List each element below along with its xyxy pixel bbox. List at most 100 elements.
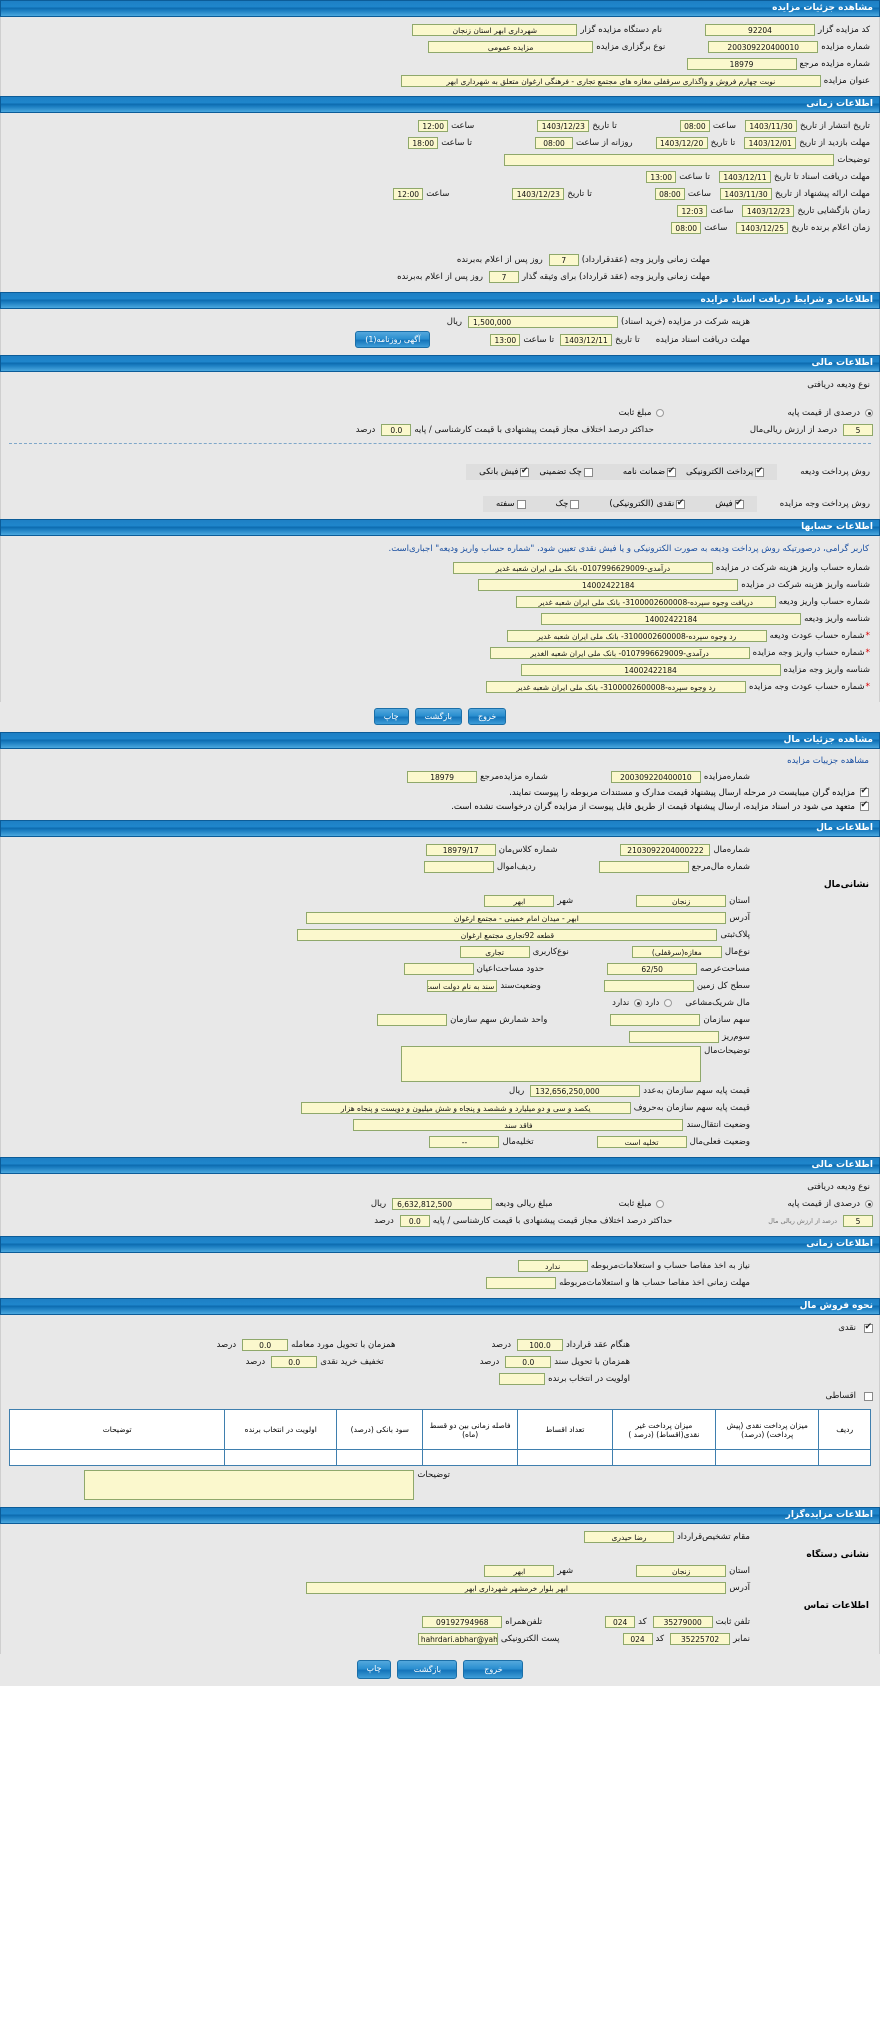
field-sale-desc[interactable]: [84, 1470, 415, 1500]
field-auctioneer-city[interactable]: ابهر: [484, 1565, 555, 1577]
field-time-desc[interactable]: [504, 154, 835, 166]
field-pay-deadline2-days[interactable]: 7: [488, 271, 519, 283]
field-building-area[interactable]: [403, 963, 474, 975]
field-daily-to[interactable]: 18:00: [408, 137, 439, 149]
field-doc-status[interactable]: سند به نام دولت است: [427, 980, 498, 992]
radio-joint-hasnot[interactable]: [634, 999, 643, 1007]
td-bank-interest[interactable]: [336, 1449, 424, 1466]
field-max-diff-2[interactable]: 0.0: [399, 1215, 430, 1227]
field-docs-deadline-date[interactable]: 1403/12/11: [560, 333, 613, 346]
field-property-desc[interactable]: [401, 1046, 702, 1082]
field-auction-org[interactable]: شهرداری ابهر استان زنجان: [412, 24, 578, 36]
field-fax[interactable]: 35225702: [670, 1633, 731, 1645]
checkbox-item-cash-electronic[interactable]: نقدی (الکترونیکی): [609, 498, 686, 509]
field-visit-date[interactable]: 1403/12/01: [744, 137, 797, 149]
checkbox-item-cheque[interactable]: چک: [556, 499, 580, 509]
field-auction-title[interactable]: نوبت چهارم فروش و واگذاری سرقفلی مغازه ه…: [400, 75, 821, 87]
checkbox-item-certified-cheque[interactable]: چک تضمینی: [539, 467, 593, 477]
checkbox-promissory-note[interactable]: [516, 499, 526, 509]
field-percent-value[interactable]: 5: [843, 424, 873, 436]
field-current-status[interactable]: تخلیه است: [596, 1136, 687, 1148]
field-fax-code[interactable]: 024: [622, 1633, 653, 1645]
field-phone[interactable]: 35279000: [652, 1616, 713, 1628]
field-submit-to-hour[interactable]: 12:00: [393, 188, 424, 200]
field-opening-hour[interactable]: 12:03: [677, 205, 708, 217]
checkbox-electronic-payment[interactable]: [755, 466, 765, 477]
checkbox-item-guarantee-letter[interactable]: ضمانت نامه: [623, 466, 677, 477]
td-winner-priority[interactable]: [224, 1449, 338, 1466]
checkbox-cheque[interactable]: [570, 499, 580, 509]
field-base-price-words[interactable]: یکصد و سی و دو میلیارد و ششصد و پنجاه و …: [300, 1102, 631, 1114]
field-daily-from[interactable]: 08:00: [535, 137, 574, 149]
field-receive-docs-hour[interactable]: 13:00: [646, 171, 677, 183]
field-percent-value-2[interactable]: 5: [843, 1215, 873, 1227]
field-auction-ref[interactable]: 18979: [686, 58, 797, 70]
field-publish-to-hour[interactable]: 12:00: [418, 120, 449, 132]
exit-button-top[interactable]: خروج: [467, 708, 507, 725]
field-account-deposit[interactable]: دریافت وجوه سپرده-3100002600008- بانک مل…: [515, 596, 776, 608]
checkbox-item-promissory-note[interactable]: سفته: [496, 499, 526, 509]
field-winner-hour[interactable]: 08:00: [671, 222, 702, 234]
field-class-no[interactable]: 18979/17: [425, 844, 496, 856]
field-publish-to-date[interactable]: 1403/12/23: [537, 120, 590, 132]
checkbox-bank-receipt[interactable]: [520, 466, 530, 477]
td-description[interactable]: [8, 1449, 226, 1466]
td-installment-count[interactable]: [517, 1449, 613, 1466]
field-cash-discount[interactable]: 0.0: [271, 1356, 318, 1368]
radio-fixed-amount[interactable]: [656, 409, 665, 417]
td-cash-percent[interactable]: [715, 1449, 820, 1466]
field-receive-docs-date[interactable]: 1403/12/11: [719, 171, 771, 183]
field-doc-delivery[interactable]: 0.0: [505, 1356, 552, 1368]
td-row-no[interactable]: [818, 1449, 871, 1466]
radio-percent-of-base-2[interactable]: [865, 1200, 873, 1208]
field-property-address[interactable]: ابهر - میدان امام خمینی - مجتمع ارغوان: [306, 912, 727, 924]
checkbox-installment-sale[interactable]: [864, 1391, 873, 1401]
field-account-auction-payment-id[interactable]: 14002422184: [520, 664, 781, 676]
field-property-auction-no[interactable]: 200309220400010: [610, 771, 701, 783]
field-property-province[interactable]: زنجان: [636, 895, 727, 907]
field-clearance-need[interactable]: ندارد: [517, 1260, 588, 1272]
field-hold-type[interactable]: مزایده عمومی: [428, 41, 594, 53]
checkbox-item-electronic-payment[interactable]: پرداخت الکترونیکی: [686, 466, 765, 477]
field-mobile[interactable]: 09192794968: [422, 1616, 503, 1628]
field-visit-to-date[interactable]: 1403/12/20: [655, 137, 708, 149]
print-button-top[interactable]: چاپ: [373, 708, 409, 725]
field-auction-number[interactable]: 200309220400010: [708, 41, 819, 53]
field-winner-date[interactable]: 1403/12/25: [736, 222, 789, 234]
field-property-area[interactable]: 62/50: [607, 963, 698, 975]
field-publish-date[interactable]: 1403/11/30: [745, 120, 798, 132]
field-auctioneer-address[interactable]: ابهر بلوار خرمشهر شهرداری ابهر: [306, 1582, 727, 1594]
newspaper-ad-button[interactable]: آگهی روزنامه(1): [355, 331, 431, 348]
field-property-type[interactable]: مغازه(سرقفلی): [631, 946, 722, 958]
field-pay-deadline-days[interactable]: 7: [548, 254, 579, 266]
field-org-share[interactable]: [610, 1014, 701, 1026]
checkbox-cash-electronic[interactable]: [676, 498, 686, 509]
field-transfer-status[interactable]: فاقد سند: [353, 1119, 684, 1131]
field-property-no[interactable]: 2103092204000222: [620, 844, 711, 856]
field-property-ref-no[interactable]: 18979: [407, 771, 478, 783]
field-auctioneer-province[interactable]: زنجان: [636, 1565, 727, 1577]
field-third-party[interactable]: [629, 1031, 720, 1043]
field-evacuation[interactable]: --: [429, 1136, 500, 1148]
field-account-fee-id[interactable]: 14002422184: [478, 579, 739, 591]
field-deposit-amount[interactable]: 6,632,812,500: [392, 1198, 493, 1210]
checkbox-item-receipt[interactable]: فیش: [715, 498, 744, 509]
field-contract-percent[interactable]: 100.0: [517, 1339, 564, 1351]
field-auction-code[interactable]: 92204: [704, 24, 815, 36]
field-clearance-deadline[interactable]: [486, 1277, 557, 1289]
field-account-deposit-id[interactable]: 14002422184: [541, 613, 802, 625]
field-submit-to-date[interactable]: 1403/12/23: [512, 188, 565, 200]
field-simultaneous[interactable]: 0.0: [242, 1339, 289, 1351]
field-account-deposit-return[interactable]: رد وجوه سپرده-3100002600008- بانک ملی ای…: [506, 630, 767, 642]
field-email[interactable]: hahrdari.abhar@yahoo.com: [417, 1633, 498, 1645]
field-base-price[interactable]: 132,656,250,000: [530, 1085, 641, 1097]
field-account-auction-payment[interactable]: درآمدی-0107996629009- بانک ملی ایران شعب…: [489, 647, 750, 659]
print-button-bottom[interactable]: چاپ: [356, 1660, 392, 1679]
radio-percent-of-base[interactable]: [865, 409, 873, 417]
field-opening-date[interactable]: 1403/12/23: [742, 205, 795, 217]
field-property-city[interactable]: ابهر: [484, 895, 555, 907]
radio-joint-has[interactable]: [664, 999, 673, 1007]
field-account-auction-return[interactable]: رد وجوه سپرده-3100002600008- بانک ملی ای…: [486, 681, 747, 693]
field-property-plate[interactable]: قطعه 92تجاری مجتمع ارغوان: [297, 929, 718, 941]
checkbox-receipt[interactable]: [734, 498, 744, 509]
